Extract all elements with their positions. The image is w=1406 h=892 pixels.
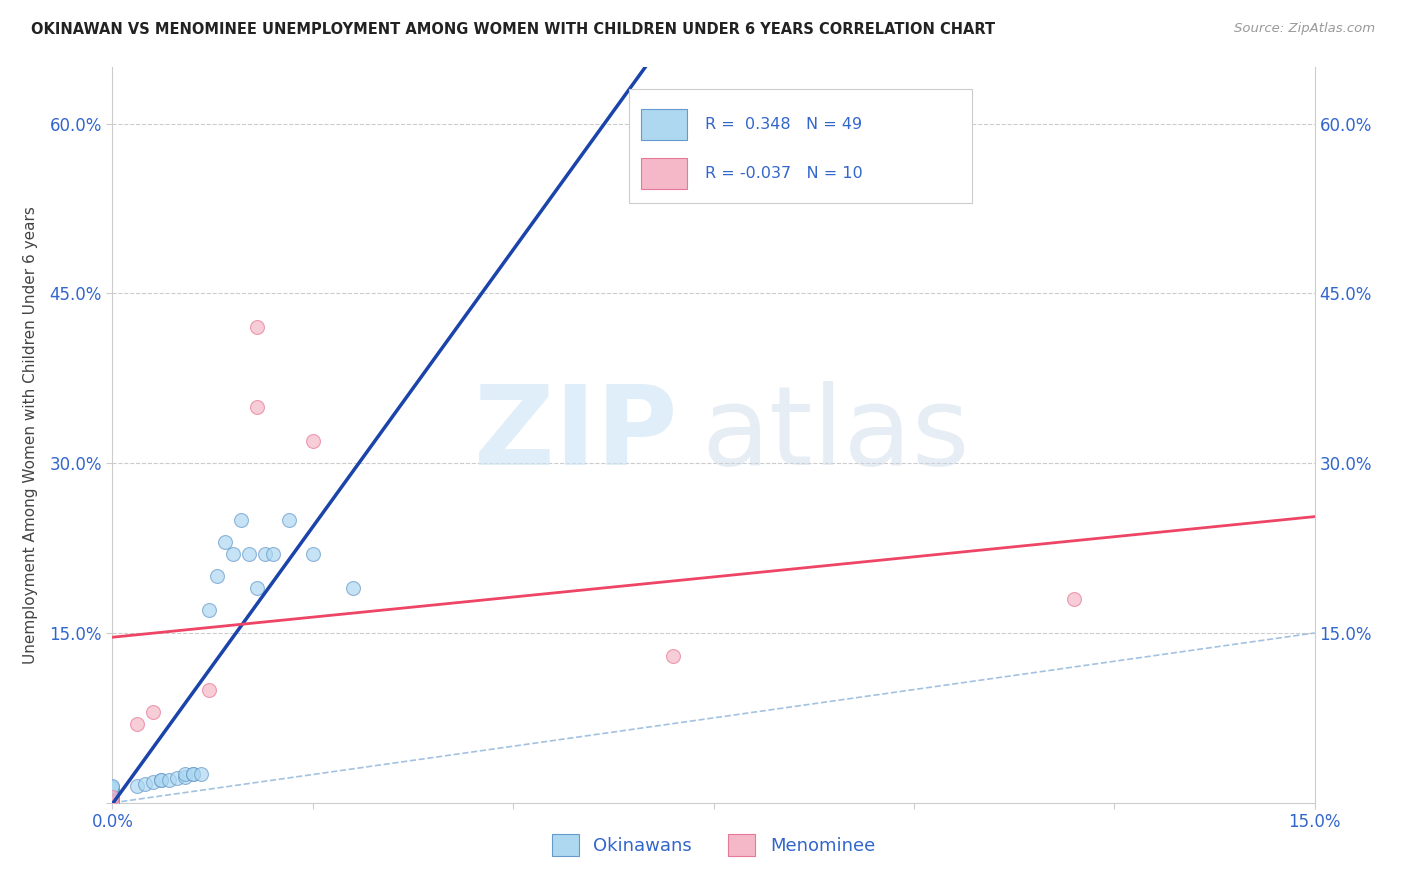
Point bbox=[101, 782, 124, 797]
Point bbox=[125, 716, 148, 731]
Point bbox=[277, 513, 299, 527]
Point bbox=[101, 796, 124, 810]
Point bbox=[262, 547, 284, 561]
Point bbox=[101, 796, 124, 810]
Point bbox=[101, 796, 124, 810]
Point bbox=[134, 776, 156, 790]
Point bbox=[238, 547, 260, 561]
Point bbox=[246, 400, 269, 414]
Point bbox=[181, 767, 204, 781]
Point bbox=[181, 767, 204, 781]
Point bbox=[214, 535, 236, 549]
Text: OKINAWAN VS MENOMINEE UNEMPLOYMENT AMONG WOMEN WITH CHILDREN UNDER 6 YEARS CORRE: OKINAWAN VS MENOMINEE UNEMPLOYMENT AMONG… bbox=[31, 22, 995, 37]
Point bbox=[222, 547, 245, 561]
Point bbox=[173, 767, 195, 781]
Text: R = -0.037   N = 10: R = -0.037 N = 10 bbox=[706, 166, 863, 181]
Bar bbox=[641, 158, 688, 189]
Point bbox=[101, 781, 124, 796]
Point bbox=[302, 434, 325, 448]
Point bbox=[141, 775, 165, 789]
Point bbox=[173, 770, 195, 784]
Point bbox=[101, 788, 124, 802]
Point bbox=[342, 581, 364, 595]
Point bbox=[197, 682, 219, 697]
Point bbox=[101, 784, 124, 798]
Point bbox=[166, 771, 188, 785]
Bar bbox=[630, 89, 972, 203]
Text: R =  0.348   N = 49: R = 0.348 N = 49 bbox=[706, 117, 862, 132]
Point bbox=[101, 796, 124, 810]
Legend: Okinawans, Menominee: Okinawans, Menominee bbox=[544, 827, 883, 863]
Point bbox=[101, 796, 124, 810]
Point bbox=[101, 790, 124, 805]
Point bbox=[101, 790, 124, 805]
Point bbox=[101, 784, 124, 798]
Point bbox=[101, 796, 124, 810]
Point bbox=[253, 547, 276, 561]
Point bbox=[149, 773, 172, 788]
Point bbox=[101, 779, 124, 793]
Point bbox=[157, 773, 180, 788]
Point bbox=[101, 796, 124, 810]
Y-axis label: Unemployment Among Women with Children Under 6 years: Unemployment Among Women with Children U… bbox=[24, 206, 38, 664]
Point bbox=[101, 796, 124, 810]
Point bbox=[101, 787, 124, 801]
Point bbox=[197, 603, 219, 617]
Text: ZIP: ZIP bbox=[474, 382, 678, 488]
Point bbox=[101, 780, 124, 794]
Point bbox=[101, 784, 124, 798]
Point bbox=[246, 581, 269, 595]
Text: atlas: atlas bbox=[702, 382, 970, 488]
Bar bbox=[641, 109, 688, 140]
Point bbox=[101, 796, 124, 810]
Point bbox=[101, 790, 124, 805]
Point bbox=[101, 796, 124, 810]
Point bbox=[190, 767, 212, 781]
Point bbox=[101, 784, 124, 798]
Point bbox=[101, 788, 124, 802]
Point bbox=[302, 547, 325, 561]
Point bbox=[125, 779, 148, 793]
Point bbox=[1063, 592, 1085, 607]
Point bbox=[101, 790, 124, 805]
Point bbox=[141, 705, 165, 719]
Point bbox=[149, 773, 172, 788]
Point bbox=[101, 787, 124, 801]
Point bbox=[662, 648, 685, 663]
Point bbox=[205, 569, 228, 583]
Text: Source: ZipAtlas.com: Source: ZipAtlas.com bbox=[1234, 22, 1375, 36]
Point bbox=[246, 320, 269, 334]
Point bbox=[229, 513, 252, 527]
Point bbox=[101, 786, 124, 800]
